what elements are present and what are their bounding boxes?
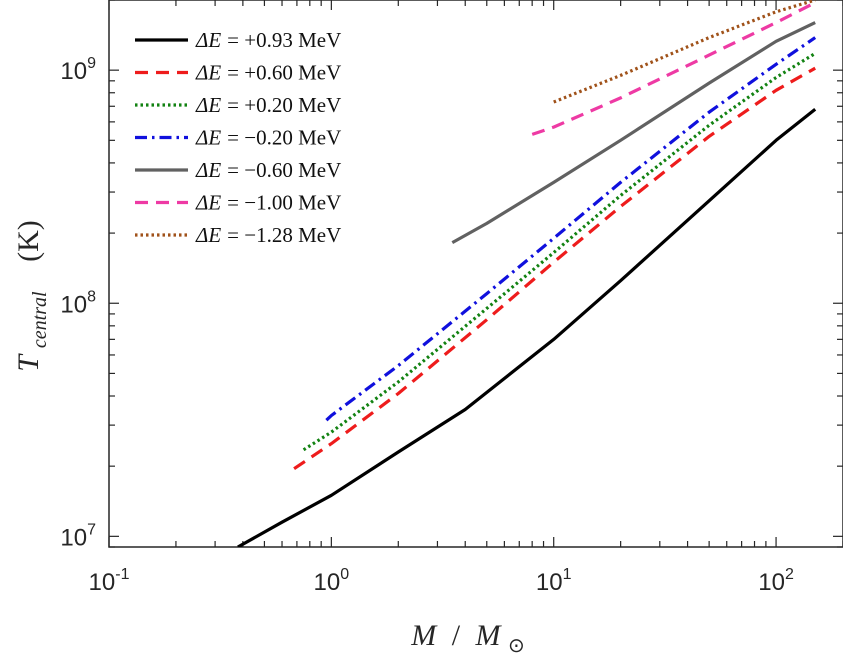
x-tick-base: 10 xyxy=(314,569,341,596)
legend-value: = −0.60 MeV xyxy=(227,158,341,182)
y-tick-exp: 9 xyxy=(87,55,96,72)
x-tick-exp: 2 xyxy=(785,566,794,583)
x-axis-label-m: M xyxy=(410,619,438,652)
legend-label-1: ΔE = +0.60 MeV xyxy=(195,61,341,85)
series-line-1 xyxy=(293,66,816,471)
y-axis-label-sub: central xyxy=(29,291,51,348)
legend-value: = −1.00 MeV xyxy=(227,191,341,215)
legend-label-3: ΔE = −0.20 MeV xyxy=(195,126,341,150)
x-tick-label: 100 xyxy=(314,566,350,596)
x-tick-exp: 0 xyxy=(340,566,349,583)
x-tick-label: 10-1 xyxy=(89,566,130,596)
series-layer xyxy=(237,0,817,547)
series-line-2 xyxy=(302,52,817,452)
y-tick-label: 107 xyxy=(60,521,96,551)
x-axis-label-msun: M xyxy=(475,619,503,652)
legend-value: = +0.20 MeV xyxy=(227,93,341,117)
series-line-6 xyxy=(553,0,816,104)
legend-symbol: ΔE xyxy=(195,126,221,150)
y-tick-label: 108 xyxy=(60,288,96,318)
legend-symbol: ΔE xyxy=(195,93,221,117)
legend-label-4: ΔE = −0.60 MeV xyxy=(195,158,341,182)
series-line-0 xyxy=(237,107,817,547)
x-tick-base: 10 xyxy=(89,569,116,596)
series-line-4 xyxy=(451,21,816,244)
x-tick-exp: 1 xyxy=(563,566,572,583)
legend-symbol: ΔE xyxy=(195,61,221,85)
series-line-5 xyxy=(531,1,816,136)
x-axis-label-sun: ⊙ xyxy=(508,635,525,657)
x-tick-label: 102 xyxy=(758,566,794,596)
y-tick-base: 10 xyxy=(60,524,87,551)
legend-symbol: ΔE xyxy=(195,158,221,182)
legend-label-6: ΔE = −1.28 MeV xyxy=(195,223,341,247)
x-tick-base: 10 xyxy=(536,569,563,596)
x-tick-base: 10 xyxy=(758,569,785,596)
y-axis-label-t: T xyxy=(12,353,45,372)
legend-symbol: ΔE xyxy=(195,223,221,247)
x-axis-label: M / M ⊙ xyxy=(410,619,525,657)
legend-symbol: ΔE xyxy=(195,28,221,52)
y-axis-label: T central (K) xyxy=(12,220,53,371)
legend-label-0: ΔE = +0.93 MeV xyxy=(195,28,341,52)
y-tick-base: 10 xyxy=(60,291,87,318)
legend-symbol: ΔE xyxy=(195,191,221,215)
y-tick-base: 10 xyxy=(60,58,87,85)
legend-value: = −1.28 MeV xyxy=(227,223,341,247)
x-tick-exp: -1 xyxy=(115,566,129,583)
legend-label-5: ΔE = −1.00 MeV xyxy=(195,191,341,215)
y-tick-exp: 8 xyxy=(87,288,96,305)
legend-value: = +0.60 MeV xyxy=(227,61,341,85)
series-line-3 xyxy=(325,36,817,422)
x-axis-label-slash: / xyxy=(452,619,461,652)
legend-value: = +0.93 MeV xyxy=(227,28,341,52)
legend-value: = −0.20 MeV xyxy=(227,126,341,150)
tick-marks xyxy=(108,0,843,548)
y-axis-label-unit: (K) xyxy=(12,220,45,262)
y-tick-exp: 7 xyxy=(87,521,96,538)
y-tick-label: 109 xyxy=(60,55,96,85)
plot-area-border xyxy=(108,0,843,548)
x-tick-label: 101 xyxy=(536,566,572,596)
legend-label-2: ΔE = +0.20 MeV xyxy=(195,93,341,117)
